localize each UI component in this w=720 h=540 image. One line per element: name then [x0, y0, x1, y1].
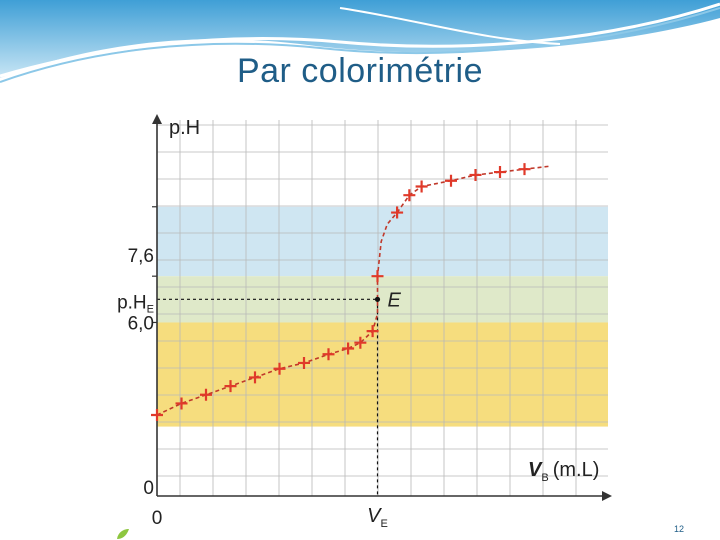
x-axis-symbol: V: [528, 459, 543, 481]
corner-leaf-icon: [117, 529, 129, 539]
x-axis-arrow: [602, 491, 612, 501]
y-tick-eq-symbol: p.H: [117, 292, 147, 313]
data-point-marker: [200, 388, 212, 401]
y-axis-arrow: [152, 114, 162, 124]
data-point-marker: [298, 356, 310, 369]
data-point-marker: [366, 325, 379, 338]
header-wave-decoration: [0, 0, 720, 83]
data-point-marker: [175, 397, 188, 410]
x-axis-subscript: B: [541, 472, 548, 484]
x-tick-eq-subscript: E: [381, 518, 388, 528]
data-point-marker: [371, 270, 384, 283]
data-point-marker: [494, 166, 506, 179]
x-axis-unit: (m.L): [553, 459, 600, 481]
data-point-marker: [445, 174, 457, 187]
y-tick-eq-subscript: E: [147, 303, 154, 315]
titration-chart: p.H VB (m.L) 7,6 p.HE 6,0 0 0 VE E: [117, 114, 612, 528]
y-tick-label-lower: 6,0: [128, 313, 154, 334]
data-point-marker: [354, 336, 367, 349]
band-green: [157, 276, 608, 323]
x-tick-label-equivalence: VE: [367, 505, 388, 528]
page-number: 12: [673, 524, 684, 534]
data-point-marker: [518, 163, 531, 176]
data-point-marker: [415, 180, 428, 193]
y-tick-label-origin: 0: [143, 478, 154, 499]
x-axis-label: VB (m.L): [528, 459, 599, 484]
data-point-marker: [249, 371, 261, 384]
x-tick-label-origin: 0: [152, 508, 163, 528]
data-point-marker: [469, 168, 482, 181]
y-axis-label: p.H: [169, 117, 200, 139]
y-tick-label-equivalence: p.HE: [117, 292, 154, 315]
y-tick-label-upper: 7,6: [128, 246, 154, 267]
data-point-marker: [273, 362, 286, 375]
data-point-marker: [151, 409, 163, 422]
data-point-marker: [342, 342, 355, 355]
data-point-marker: [403, 189, 416, 202]
slide-title: Par colorimétrie: [236, 52, 484, 90]
equivalence-label: E: [388, 289, 402, 311]
data-point-marker: [224, 380, 237, 393]
band-yellow: [157, 322, 608, 427]
x-tick-eq-symbol: V: [367, 505, 382, 527]
band-blue: [157, 206, 608, 277]
equivalence-point: [374, 296, 381, 302]
data-point-marker: [322, 348, 335, 361]
data-point-marker: [391, 206, 404, 219]
chart-figure: p.H VB (m.L) 7,6 p.HE 6,0 0 0 VE E: [100, 108, 612, 528]
